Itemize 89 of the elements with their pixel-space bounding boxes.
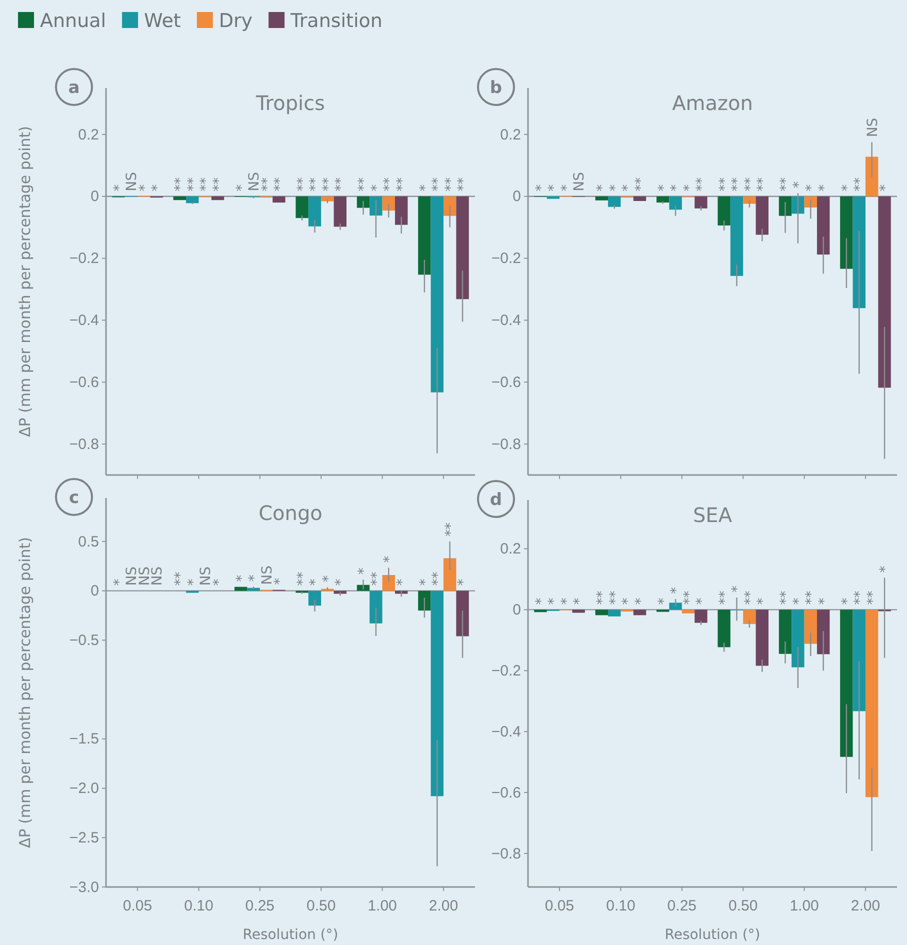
bar (334, 590, 346, 594)
y-axis-title: ΔP (mm per month per percentage point) (16, 126, 34, 438)
x-tick-label: 0.25 (667, 898, 697, 914)
chart-title: Congo (258, 501, 322, 525)
y-tick-label: −0.4 (491, 312, 521, 329)
annotation: ** (755, 177, 772, 192)
y-tick-label: 0 (90, 582, 99, 600)
y-tick-label: −0.2 (491, 662, 521, 680)
annotation: * (111, 578, 128, 586)
annotation: NS (864, 118, 881, 138)
legend-label: Transition (290, 10, 382, 32)
x-tick-label: 0.25 (245, 898, 275, 914)
x-axis-title: Resolution (°) (242, 927, 338, 943)
bar (382, 575, 395, 591)
x-tick-label: 0.50 (728, 898, 758, 914)
y-tick-label: 0.2 (78, 126, 99, 144)
y-tick-label: 0.2 (500, 126, 521, 144)
chart-subtitle: a (68, 78, 80, 98)
y-tick-label: −0.4 (69, 312, 99, 329)
chart-title: SEA (692, 503, 732, 527)
annotation: * (234, 184, 250, 192)
chart-title: Tropics (255, 91, 325, 115)
y-tick-label: −0.6 (491, 374, 521, 391)
y-axis-title: ΔP (mm per month per percentage point) (16, 536, 34, 848)
annotation: ** (442, 522, 459, 536)
annotation: ** (272, 177, 288, 192)
bar (247, 588, 260, 591)
legend-label: Annual (40, 10, 106, 32)
annotation: * (656, 598, 672, 605)
bar (234, 586, 248, 591)
annotation: NS (150, 566, 166, 586)
annotation: ** (456, 177, 472, 192)
annotation: * (878, 566, 894, 573)
circle-badge: c (55, 478, 93, 516)
y-tick-label: −0.2 (491, 250, 521, 268)
bar (443, 558, 456, 591)
bar (456, 590, 469, 636)
annotation: ** (394, 177, 410, 192)
annotation: * (382, 556, 398, 563)
y-tick-label: −2.5 (69, 829, 99, 846)
annotation: ** (333, 177, 350, 192)
annotation: * (878, 184, 894, 192)
x-tick-label: 2.00 (850, 898, 880, 914)
y-tick-label: 0 (512, 188, 521, 206)
y-tick-label: −0.6 (69, 374, 99, 391)
x-axis-title: Resolution (°) (664, 927, 760, 943)
y-tick-label: 0 (90, 188, 99, 206)
annotation: ** (210, 177, 227, 192)
x-tick-label: 0.05 (544, 898, 574, 914)
bar (308, 590, 322, 606)
x-tick-label: 1.00 (790, 898, 819, 914)
annotation: * (730, 586, 746, 593)
circle-badge: a (55, 68, 93, 106)
chart-subtitle: d (490, 490, 502, 510)
y-tick-label: −0.4 (491, 723, 521, 740)
annotation: ** (864, 590, 881, 605)
chart-subtitle: c (68, 488, 80, 508)
chart-title: Amazon (672, 91, 753, 115)
circle-badge: d (477, 480, 515, 518)
annotation: * (839, 598, 856, 605)
bar (370, 590, 382, 624)
y-tick-label: −1.5 (69, 730, 99, 748)
y-tick-label: −0.8 (491, 845, 521, 862)
annotation: * (394, 578, 410, 586)
y-tick-label: −3.0 (69, 878, 99, 896)
y-tick-label: −0.8 (491, 436, 521, 453)
y-tick-label: −0.2 (69, 250, 99, 268)
legend-label: Wet (144, 10, 181, 32)
x-tick-label: 0.10 (184, 898, 214, 914)
chart-subtitle: b (490, 78, 502, 98)
y-tick-label: 0 (512, 602, 521, 618)
y-tick-label: 0.2 (500, 540, 521, 558)
bar (430, 590, 444, 796)
x-tick-label: 0.05 (122, 898, 152, 914)
x-tick-label: 0.50 (306, 898, 336, 914)
annotation: * (417, 184, 434, 192)
bar (418, 590, 431, 611)
annotation: * (456, 578, 472, 586)
y-tick-label: −0.5 (69, 632, 99, 649)
y-tick-label: −0.8 (69, 436, 99, 453)
legend-label: Dry (218, 10, 253, 32)
y-tick-label: −0.6 (491, 784, 521, 802)
x-tick-label: 2.00 (428, 898, 458, 914)
y-tick-label: 0.5 (78, 533, 99, 550)
circle-badge: b (477, 68, 515, 106)
x-tick-label: 0.10 (606, 898, 636, 914)
annotation: ** (717, 590, 734, 605)
y-tick-label: −2.0 (69, 780, 99, 798)
x-tick-label: 1.00 (368, 898, 397, 914)
